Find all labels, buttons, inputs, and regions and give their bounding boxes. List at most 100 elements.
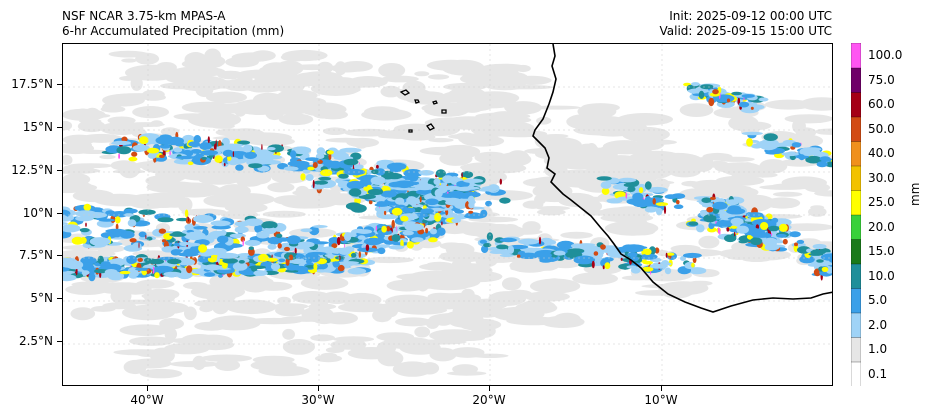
precip-cell [278, 258, 286, 263]
precip-cell [492, 123, 514, 135]
precip-cell [763, 133, 778, 141]
precip-cell [323, 312, 358, 325]
precip-cell [367, 188, 383, 196]
precip-cell [439, 242, 464, 250]
precip-cell [102, 102, 121, 113]
precip-cell [290, 150, 297, 159]
precip-cell [146, 268, 152, 274]
precip-cell [665, 252, 668, 258]
precip-cell [696, 224, 705, 233]
precip-cell [468, 210, 474, 214]
precip-cell [531, 105, 581, 110]
precip-cell [585, 121, 641, 137]
precip-cell [444, 197, 461, 202]
precip-cell [181, 101, 234, 114]
precip-cell [217, 252, 239, 259]
field-title: 6-hr Accumulated Precipitation (mm) [62, 24, 285, 38]
precip-cell [214, 359, 241, 372]
precip-cell [118, 153, 120, 159]
precip-cell [158, 228, 167, 234]
precip-cell [679, 103, 714, 117]
precip-cell [673, 204, 684, 209]
precip-cell [375, 225, 378, 231]
precip-cell [305, 157, 319, 162]
precip-cell [79, 118, 102, 124]
precip-cell [72, 189, 115, 203]
precip-cell [248, 163, 263, 169]
precip-cell [276, 81, 305, 94]
colorbar-level-label: 60.0 [868, 97, 895, 112]
precip-cell [424, 117, 476, 129]
lon-tick [318, 386, 319, 391]
precip-cell [253, 270, 268, 276]
precip-cell [381, 225, 387, 233]
precip-cell [300, 276, 349, 290]
precip-cell [707, 227, 717, 233]
precip-cell [347, 267, 367, 275]
precip-cell [428, 137, 454, 143]
precip-cell [691, 179, 731, 191]
precip-cell [336, 236, 341, 246]
precip-cell [121, 58, 137, 63]
precip-cell [262, 210, 306, 218]
precip-cell [570, 243, 584, 249]
precip-cell [179, 241, 190, 246]
precip-cell [798, 154, 805, 161]
precip-cell [338, 247, 352, 255]
precip-cell [223, 162, 226, 167]
precip-cell [626, 265, 637, 269]
precip-cell [643, 248, 652, 255]
colorbar-segment [851, 336, 861, 363]
precip-cell [507, 245, 515, 254]
precip-cell [380, 75, 419, 83]
precip-cell [267, 182, 295, 193]
precip-cell [730, 217, 744, 225]
precip-cell [708, 222, 715, 230]
precip-cell [279, 316, 320, 322]
colorbar-level-label: 10.0 [868, 268, 895, 283]
precip-cell [417, 213, 429, 218]
precip-cell [132, 144, 150, 152]
precip-cell [286, 235, 301, 245]
precip-cell [454, 209, 464, 214]
precip-cell [422, 219, 428, 224]
precip-cell [213, 143, 217, 151]
precip-cell [642, 260, 653, 265]
precip-cell [518, 238, 540, 245]
precip-cell [282, 328, 295, 340]
precip-cell [728, 115, 759, 131]
precip-cell [221, 137, 230, 146]
precip-cell [96, 219, 114, 228]
precip-cell [709, 196, 716, 200]
precip-cell [778, 223, 788, 232]
precip-cell [318, 176, 332, 181]
precip-cell [129, 336, 174, 346]
precip-cell [119, 324, 172, 337]
precip-cell [284, 246, 290, 252]
coastline-layer [399, 44, 832, 313]
colorbar-level-label: 40.0 [868, 146, 895, 161]
precip-cell [698, 90, 705, 99]
precip-cell [184, 209, 189, 218]
precip-cell [596, 176, 612, 181]
precip-cell [128, 156, 138, 162]
precip-cell [193, 214, 214, 224]
precip-cell [132, 242, 142, 250]
precip-cell [719, 228, 721, 236]
lat-tick [57, 341, 62, 342]
precip-cell [104, 269, 118, 276]
precip-cell [708, 97, 715, 107]
precip-cell [771, 183, 804, 188]
lon-tick [147, 386, 148, 391]
precip-cell [163, 271, 182, 277]
colorbar-level-label: 75.0 [868, 72, 895, 87]
precip-cell [220, 229, 227, 236]
precip-cell [80, 237, 87, 244]
precip-cell [441, 221, 443, 226]
precip-cell [403, 169, 423, 178]
colorbar-level-label: 25.0 [868, 195, 895, 210]
precip-cell [750, 237, 763, 246]
precip-cell [365, 244, 370, 252]
precip-cell [645, 200, 666, 209]
colorbar-segment [851, 361, 861, 386]
